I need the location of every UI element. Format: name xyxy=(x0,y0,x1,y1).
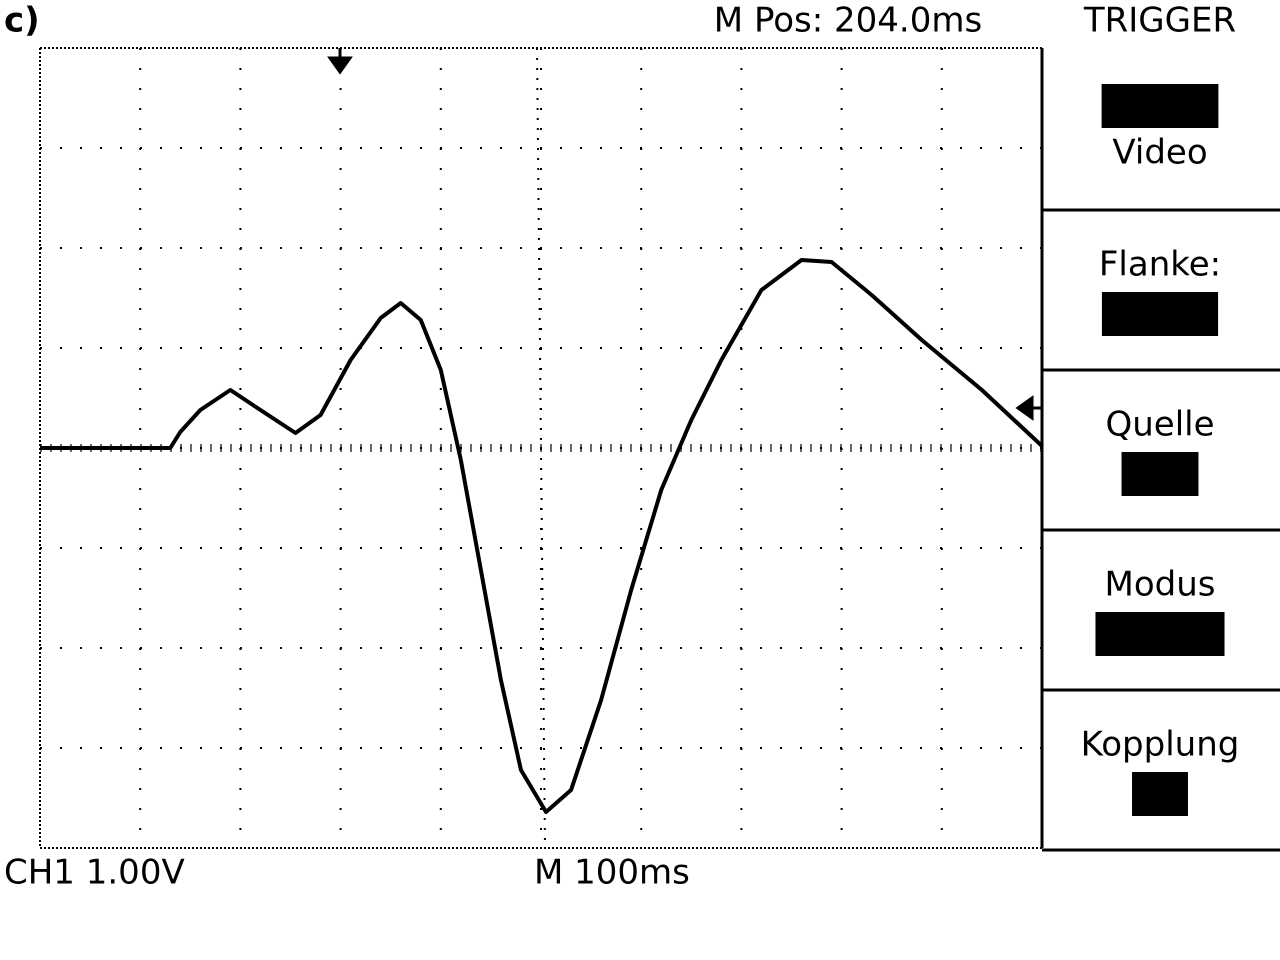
menu-bottom-text: Video xyxy=(1112,133,1207,173)
menu-highlight xyxy=(1101,84,1219,128)
m-pos: M Pos: 204.0ms xyxy=(714,1,982,41)
menu-top-text: Flanke: xyxy=(1099,245,1221,285)
menu-bottom-text: Normal xyxy=(1098,613,1221,653)
menu-top-text: Modus xyxy=(1105,565,1216,605)
menu-bottom-text: Positiv xyxy=(1105,293,1215,333)
menu-bottom-text: DC xyxy=(1135,773,1185,813)
menu-top-text: Quelle xyxy=(1105,405,1214,445)
side-menu: Flanke Video Flanke: Positiv Quelle CH1 Modus N… xyxy=(1040,48,1280,852)
menu-button[interactable]: Modus Normal xyxy=(1095,565,1225,657)
waveform-trace xyxy=(40,258,1044,814)
menu-highlight xyxy=(1121,452,1199,496)
channel-scale: CH1 1.00V xyxy=(4,853,185,893)
trigger-level-marker xyxy=(1015,395,1042,421)
menu-bottom-text: CH1 xyxy=(1125,453,1196,493)
menu-highlight xyxy=(1132,772,1188,816)
timebase: M 100ms xyxy=(534,853,690,893)
menu-button[interactable]: Flanke: Positiv xyxy=(1099,245,1221,337)
menu-top-text: Kopplung xyxy=(1081,725,1240,765)
menu-button[interactable]: Kopplung DC xyxy=(1081,725,1240,817)
menu-highlight xyxy=(1095,612,1225,656)
menu-highlight xyxy=(1101,292,1219,336)
menu-title: TRIGGER xyxy=(1083,1,1236,41)
menu-button[interactable]: Quelle CH1 xyxy=(1105,405,1215,497)
trigger-position-marker xyxy=(327,48,353,75)
figure-label: c) xyxy=(4,1,40,41)
menu-button[interactable]: Flanke Video xyxy=(1101,84,1219,173)
graticule xyxy=(39,47,1043,849)
menu-top-text: Flanke xyxy=(1105,85,1216,125)
